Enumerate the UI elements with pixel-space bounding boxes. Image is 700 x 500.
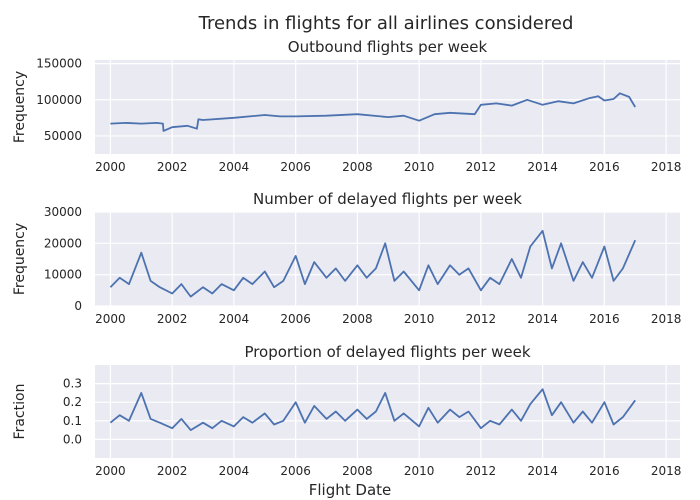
x-axis-label: Flight Date <box>309 481 392 499</box>
y-tick-label: 0 <box>74 299 82 313</box>
x-tick-label: 2004 <box>219 160 250 174</box>
x-tick-label: 2004 <box>219 464 250 478</box>
plot-background <box>95 60 680 154</box>
y-axis-label: Fraction <box>12 384 28 440</box>
plot-background <box>95 212 680 306</box>
x-tick-label: 2014 <box>527 464 558 478</box>
subplot-1: 2000 2002 2004 2006 2008 2010 2012 2014 2016 2018… <box>12 38 681 174</box>
x-tick-label: 2018 <box>651 464 682 478</box>
x-tick-label: 2018 <box>651 160 682 174</box>
series-line <box>109 229 637 298</box>
x-tick-label: 2008 <box>342 312 373 326</box>
x-tick-label: 2012 <box>466 160 497 174</box>
y-tick-label: 20000 <box>44 236 82 250</box>
y-tick-label: 150000 <box>36 57 82 71</box>
x-tick-label: 2000 <box>95 312 126 326</box>
subplot-3: 2000 2002 2004 2006 2008 2010 2012 2014 2016 2018… <box>12 343 681 478</box>
x-tick-label: 2006 <box>280 160 311 174</box>
x-tick-label: 2006 <box>280 464 311 478</box>
x-tick-label: 2008 <box>342 160 373 174</box>
y-tick-label: 50000 <box>44 129 82 143</box>
x-tick-label: 2016 <box>589 312 620 326</box>
x-tick-label: 2010 <box>404 464 435 478</box>
x-tick-label: 2012 <box>466 312 497 326</box>
x-tick-label: 2010 <box>404 160 435 174</box>
x-tick-label: 2010 <box>404 312 435 326</box>
x-tick-label: 2002 <box>157 160 188 174</box>
x-tick-label: 2008 <box>342 464 373 478</box>
x-tick-label: 2016 <box>589 464 620 478</box>
figure-title: Trends in flights for all airlines consi… <box>198 13 574 34</box>
plot-background <box>95 365 680 458</box>
x-tick-label: 2018 <box>651 312 682 326</box>
x-tick-label: 2002 <box>157 464 188 478</box>
y-tick-label: 0.2 <box>63 395 82 409</box>
x-tick-label: 2014 <box>527 160 558 174</box>
series-line <box>110 92 636 132</box>
y-tick-label: 10000 <box>44 268 82 282</box>
subplot-2: 2000 2002 2004 2006 2008 2010 2012 2014 2016 2018… <box>12 190 681 326</box>
y-tick-label: 100000 <box>36 93 82 107</box>
y-axis-label: Frequency <box>12 223 28 295</box>
x-tick-label: 2014 <box>527 312 558 326</box>
y-tick-label: 0.3 <box>63 377 82 391</box>
y-tick-label: 30000 <box>44 205 82 219</box>
x-tick-label: 2002 <box>157 312 188 326</box>
subplot-title: Proportion of delayed flights per week <box>244 343 530 361</box>
x-tick-label: 2016 <box>589 160 620 174</box>
x-tick-label: 2000 <box>95 160 126 174</box>
subplot-title: Number of delayed flights per week <box>253 190 522 208</box>
series-line <box>109 388 636 432</box>
y-axis-label: Frequency <box>12 71 28 143</box>
y-tick-label: 0.0 <box>63 432 82 446</box>
x-tick-label: 2004 <box>219 312 250 326</box>
subplot-title: Outbound flights per week <box>288 38 488 56</box>
x-tick-label: 2000 <box>95 464 126 478</box>
x-tick-label: 2006 <box>280 312 311 326</box>
y-tick-label: 0.1 <box>63 414 82 428</box>
x-tick-label: 2012 <box>466 464 497 478</box>
